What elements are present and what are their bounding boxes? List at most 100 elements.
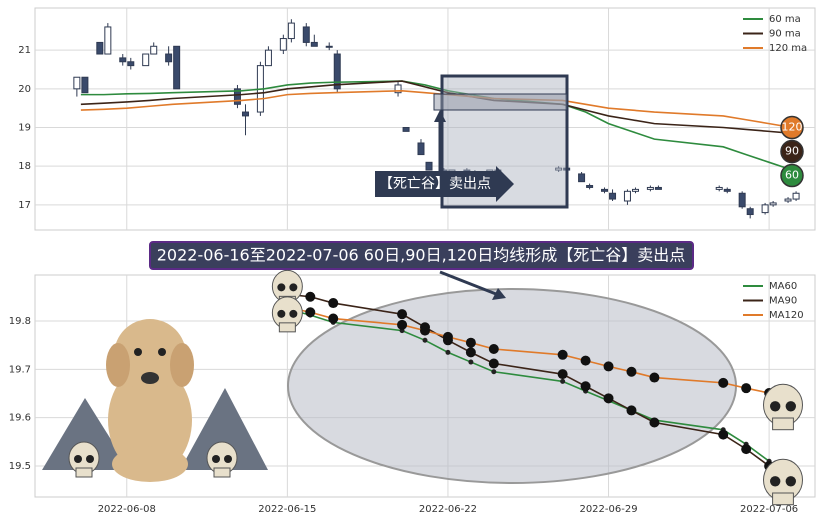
candle-body [586,185,594,188]
y-tick-label: 20 [18,84,31,95]
ma-line [80,80,793,171]
candle-body [165,53,173,63]
point [445,349,451,355]
point [649,372,660,383]
end-label: 90 [785,145,799,158]
point [649,417,660,428]
candle-body [104,26,112,55]
legend-label: 120 ma [769,43,807,54]
y-tick-label: 19 [18,123,31,134]
skull-eye [770,401,781,412]
end-label: 120 [782,121,803,134]
candle-body [150,45,158,55]
candle-body [792,192,800,200]
candle-body [769,202,777,206]
legend-label: MA90 [769,296,797,307]
annotation-text: 【死亡谷】卖出点 [379,176,491,192]
skull [763,458,803,506]
skull-jaw [75,467,93,478]
candle-body [646,186,654,190]
candle-body [287,22,295,40]
candle-body [127,61,135,67]
legend-label: 90 ma [769,29,801,40]
banner: 2022-06-16至2022-07-06 60日,90日,120日均线形成【死… [149,241,694,300]
point [603,361,614,372]
x-tick-label: 2022-06-22 [419,504,477,515]
candle-body [81,76,89,94]
skull-eye [277,283,286,292]
candle-body [609,192,617,200]
skull-jaw [213,467,231,478]
candle-body [578,173,586,183]
point [580,355,591,366]
skull-eye [212,455,220,463]
x-tick-label: 2022-06-08 [98,504,156,515]
candle-body [325,45,333,48]
point [603,393,614,404]
candle-body [555,167,563,171]
point [422,337,428,343]
skull-eye [289,283,298,292]
point [397,309,408,320]
candle-body [417,142,425,156]
point [557,349,568,360]
candle-body [96,41,104,55]
end-marker [780,115,804,140]
candle-body [715,186,723,190]
candle-body [142,53,150,67]
candle-body [173,45,181,90]
highlight-ellipse [287,288,737,484]
legend-label: MA120 [769,310,804,321]
skull-eye [74,455,82,463]
point [557,369,568,380]
skull-eye [785,476,796,487]
point [305,291,316,302]
decoration [42,319,268,482]
skull-eye [770,476,781,487]
legend-label: 60 ma [769,14,801,25]
point [328,313,339,324]
point [420,325,430,336]
candle-body [623,190,631,202]
skull [763,383,803,431]
y-tick-label: 19.6 [9,413,31,424]
point [741,444,752,455]
y-tick-label: 17 [18,200,31,211]
candle-body [264,49,272,67]
point [626,405,637,416]
point [560,378,566,384]
skull [271,296,303,333]
x-tick-label: 2022-06-15 [258,504,316,515]
point [488,358,499,369]
point [465,347,476,358]
point [397,319,408,330]
skull [68,441,100,478]
skull-jaw [772,492,794,506]
y-tick-label: 21 [18,45,31,56]
data-layer [73,19,800,486]
x-tick-label: 2022-06-29 [579,504,637,515]
point [718,377,729,388]
candle-body [394,84,402,94]
point [488,344,499,354]
point [305,307,316,318]
candle-body [761,204,769,214]
point [741,383,752,394]
candle-body [601,188,609,192]
candle-body [310,41,318,47]
candle-body [241,111,249,117]
y-tick-label: 19.8 [9,316,31,327]
end-marker [780,163,804,188]
candle-body [723,188,731,192]
candle-body [654,186,662,190]
candle-body [738,192,746,208]
y-tick-label: 19.5 [9,461,31,472]
end-label: 60 [785,169,799,182]
y-tick-label: 19.7 [9,364,31,375]
y-tick-label: 18 [18,161,31,172]
death-valley-box: 【死亡谷】卖出点 [375,74,569,209]
point [465,337,476,348]
point [718,429,729,440]
skull-eye [785,401,796,412]
